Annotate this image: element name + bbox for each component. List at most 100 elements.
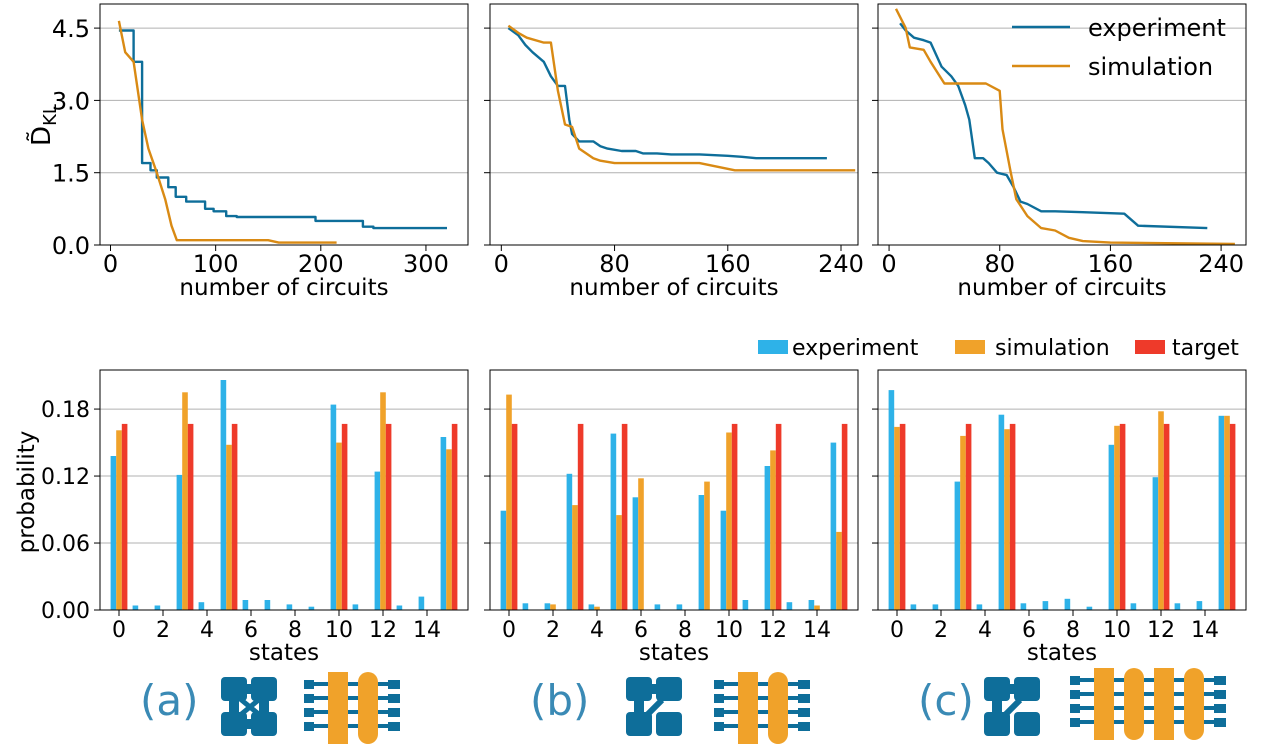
qubit-output bbox=[1214, 676, 1226, 685]
bar-experiment-state-13 bbox=[786, 602, 793, 610]
single-qubit-layer bbox=[1154, 668, 1174, 740]
bar-experiment-state-8 bbox=[286, 604, 293, 610]
series-line-simulation bbox=[117, 20, 337, 244]
x-tick-label: 2 bbox=[156, 618, 170, 643]
x-axis-label: states bbox=[639, 640, 709, 666]
x-tick-label: 14 bbox=[413, 618, 441, 643]
qubit-output bbox=[388, 722, 400, 731]
bar-target-state-3 bbox=[187, 423, 194, 610]
qubit-input bbox=[1070, 690, 1080, 699]
x-tick-label: 240 bbox=[1198, 250, 1244, 278]
qubit-input bbox=[1070, 676, 1080, 685]
bar-chart-2: 0 2 4 6 8 10 12 14 states bbox=[872, 369, 1247, 666]
qubit-output bbox=[1214, 690, 1226, 699]
qubit-output bbox=[798, 708, 810, 717]
bar-experiment-state-5 bbox=[610, 433, 617, 610]
y-tick-label: 1.5 bbox=[52, 160, 90, 188]
x-tick-label: 6 bbox=[244, 618, 258, 643]
x-axis-label: states bbox=[249, 640, 319, 666]
x-tick-label: 10 bbox=[325, 618, 353, 643]
bar-simulation-state-3 bbox=[572, 505, 578, 610]
legend-target-label: target bbox=[1172, 336, 1239, 361]
bar-experiment-state-10 bbox=[330, 404, 337, 610]
bar-simulation-state-5 bbox=[616, 515, 622, 610]
top-legend: experiment simulation bbox=[1012, 14, 1226, 81]
circuit-layer-icon-c bbox=[1070, 668, 1226, 740]
qubit-input bbox=[1070, 718, 1080, 727]
qubit-output bbox=[798, 722, 810, 731]
bar-simulation-state-6 bbox=[638, 478, 644, 610]
y-tick-label: 0.18 bbox=[41, 398, 90, 423]
bar-simulation-state-3 bbox=[182, 392, 188, 610]
single-qubit-layer bbox=[1094, 668, 1114, 740]
entangling-layer bbox=[1184, 668, 1204, 740]
bar-experiment-state-14 bbox=[418, 596, 425, 610]
bar-experiment-state-15 bbox=[1218, 415, 1225, 610]
x-tick-label: 160 bbox=[705, 250, 751, 278]
legend-simulation-swatch bbox=[955, 340, 985, 354]
bar-experiment-state-7 bbox=[654, 604, 661, 610]
entangling-layer bbox=[1124, 668, 1144, 740]
y-tick-label: 0.00 bbox=[41, 599, 90, 624]
bar-experiment-state-2 bbox=[544, 603, 551, 610]
y-tick-label: 0.0 bbox=[52, 232, 90, 260]
bar-experiment-state-9 bbox=[308, 606, 315, 610]
x-tick-label: 80 bbox=[599, 250, 630, 278]
x-axis-label: number of circuits bbox=[569, 275, 778, 301]
plot-frame bbox=[877, 3, 1247, 246]
x-tick-label: 14 bbox=[1191, 618, 1219, 643]
qubit-input bbox=[714, 722, 724, 731]
bar-target-state-10 bbox=[341, 423, 348, 610]
bar-target-state-15 bbox=[841, 423, 848, 610]
bar-target-state-0 bbox=[511, 423, 518, 610]
x-tick-label: 10 bbox=[1103, 618, 1131, 643]
bar-simulation-state-0 bbox=[116, 430, 122, 610]
bar-experiment-state-5 bbox=[220, 380, 227, 610]
qubit-input bbox=[1070, 704, 1080, 713]
x-axis-label: number of circuits bbox=[179, 275, 388, 301]
bar-simulation-state-12 bbox=[1158, 411, 1164, 610]
entangling-layer bbox=[358, 672, 378, 744]
bar-experiment-state-6 bbox=[242, 600, 249, 610]
plot-frame bbox=[877, 369, 1247, 611]
qubit-output bbox=[798, 694, 810, 703]
legend-simulation-bar-label: simulation bbox=[995, 336, 1110, 361]
bar-simulation-state-10 bbox=[1114, 425, 1120, 610]
y-axis-label-probability: probability bbox=[14, 431, 40, 554]
legend-experiment-label: experiment bbox=[1088, 14, 1226, 42]
x-tick-label: 0 bbox=[881, 250, 896, 278]
bar-experiment-state-15 bbox=[440, 437, 447, 610]
qubit-input bbox=[304, 680, 314, 689]
bar-simulation-state-5 bbox=[226, 444, 232, 610]
bar-experiment-state-12 bbox=[374, 471, 381, 610]
bar-experiment-state-8 bbox=[1064, 598, 1071, 610]
panel-label-b: (b) bbox=[530, 676, 589, 725]
bar-simulation-state-0 bbox=[894, 426, 900, 610]
bar-target-state-10 bbox=[1119, 423, 1126, 610]
bar-target-state-12 bbox=[1163, 423, 1170, 610]
bar-simulation-state-9 bbox=[704, 481, 710, 610]
qubit-input bbox=[304, 694, 314, 703]
bar-simulation-state-15 bbox=[836, 531, 842, 610]
x-tick-label: 12 bbox=[759, 618, 787, 643]
bar-experiment-state-11 bbox=[742, 600, 749, 610]
bottom-legend: experiment simulation target bbox=[758, 336, 1239, 361]
bar-simulation-state-15 bbox=[1224, 415, 1230, 610]
bar-experiment-state-15 bbox=[830, 442, 837, 610]
panel-label-a: (a) bbox=[140, 676, 199, 725]
x-tick-label: 4 bbox=[200, 618, 214, 643]
x-tick-label: 12 bbox=[1147, 618, 1175, 643]
series-line-experiment bbox=[118, 29, 447, 230]
x-tick-label: 0 bbox=[494, 250, 509, 278]
bar-simulation-state-10 bbox=[336, 442, 342, 610]
plot-frame bbox=[99, 369, 469, 611]
bar-experiment-state-12 bbox=[1152, 477, 1159, 610]
x-axis-label: states bbox=[1027, 640, 1097, 666]
bar-experiment-state-3 bbox=[566, 473, 573, 610]
bar-target-state-15 bbox=[1229, 423, 1236, 610]
bar-experiment-state-9 bbox=[1086, 606, 1093, 610]
bar-experiment-state-1 bbox=[132, 605, 139, 610]
bar-experiment-state-10 bbox=[1108, 444, 1115, 610]
series-line-simulation bbox=[507, 24, 856, 172]
bar-target-state-3 bbox=[965, 423, 972, 610]
